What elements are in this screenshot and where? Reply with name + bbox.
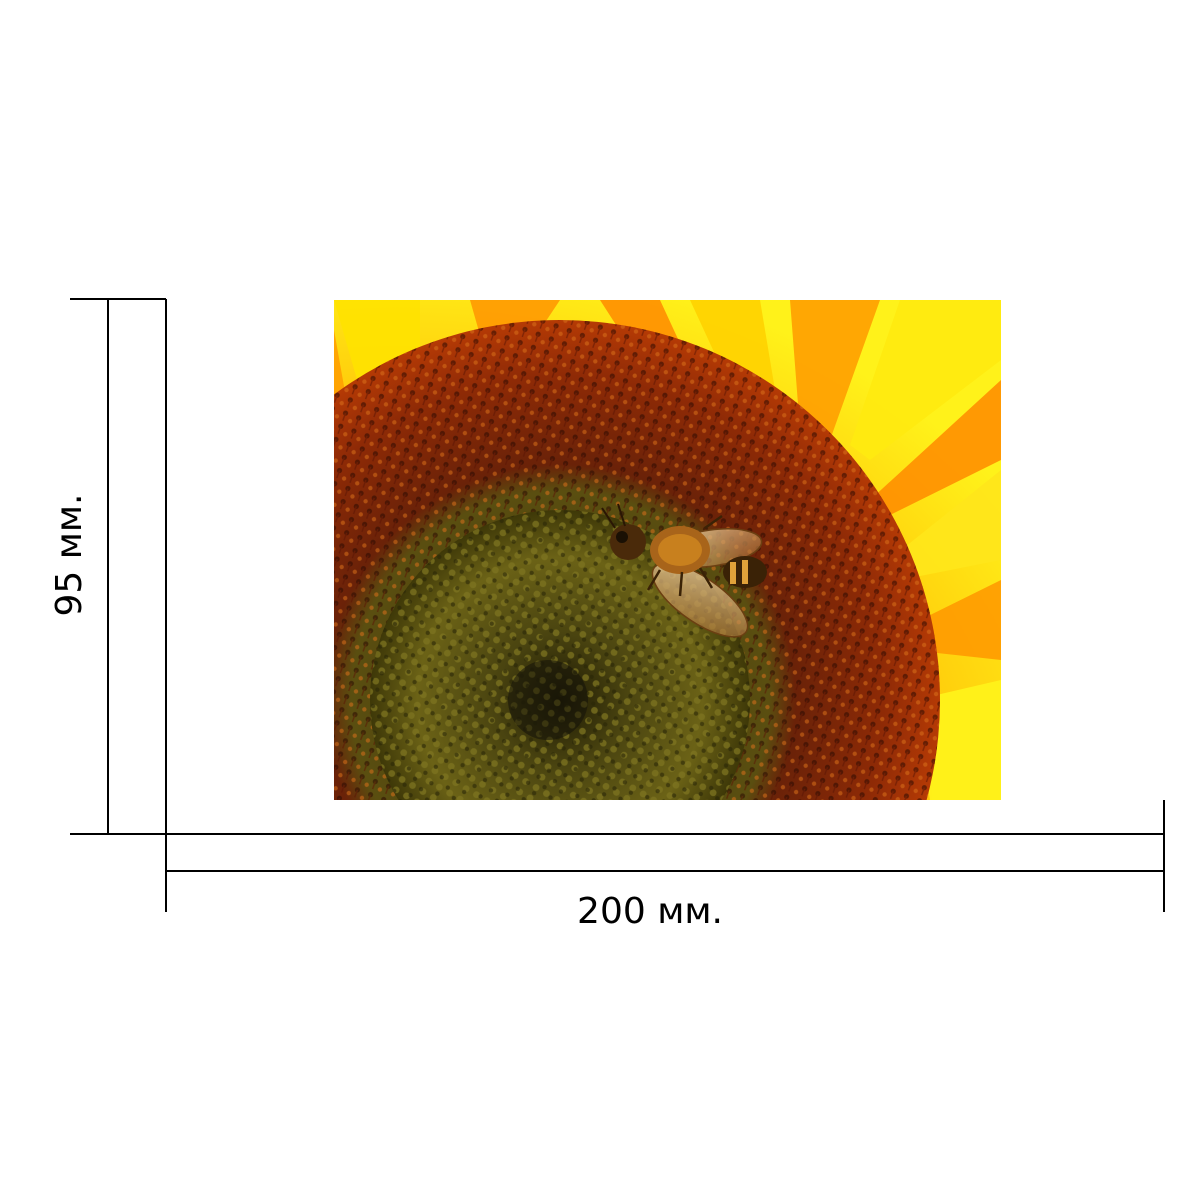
width-dimension bbox=[165, 800, 1165, 912]
sunflower-bee-photo bbox=[334, 300, 1001, 800]
height-dimension-label: 95 мм. bbox=[49, 493, 90, 617]
height-dimension bbox=[70, 298, 167, 835]
bee bbox=[601, 503, 767, 638]
width-dimension-label: 200 мм. bbox=[577, 891, 723, 932]
